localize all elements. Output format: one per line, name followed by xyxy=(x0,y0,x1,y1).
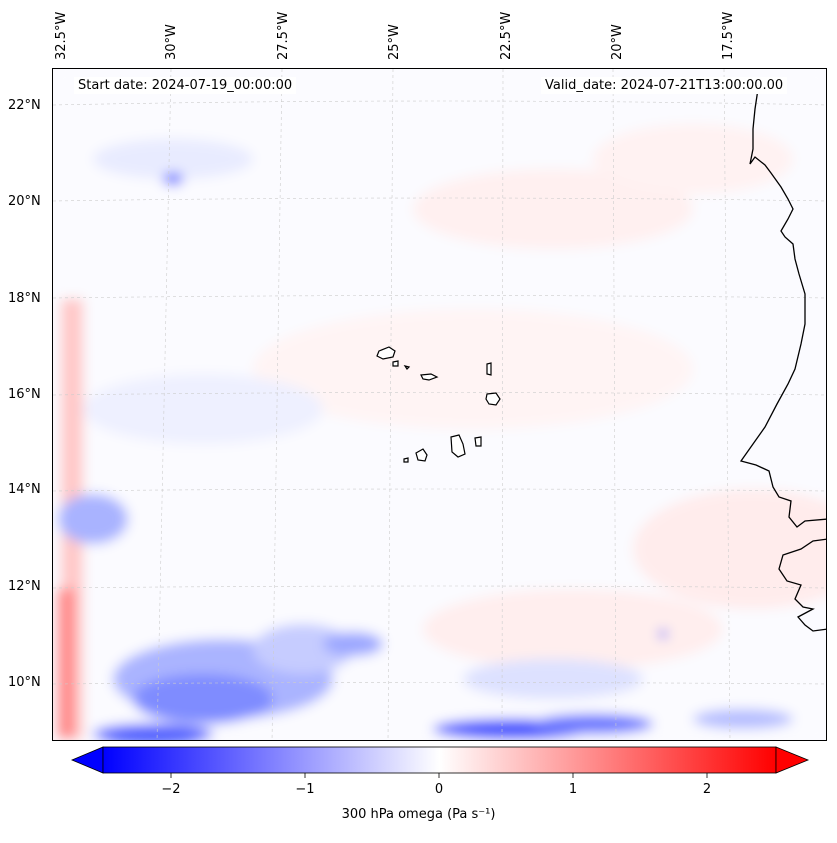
lat-label-12n: 12°N xyxy=(8,579,41,594)
colorbar-svg xyxy=(70,746,810,778)
colorbar-tick-0: 0 xyxy=(434,782,444,797)
lon-label-25w: 25°W xyxy=(387,24,402,60)
graticule xyxy=(53,69,826,740)
colorbar-tick-minus2: −2 xyxy=(161,782,181,797)
lat-label-14n: 14°N xyxy=(8,482,41,497)
lon-label-32-5w: 32.5°W xyxy=(54,11,69,60)
map-panel xyxy=(52,68,827,741)
lat-label-16n: 16°N xyxy=(8,387,41,402)
colorbar-tick-minus1: −1 xyxy=(295,782,315,797)
colorbar-label: 300 hPa omega (Pa s⁻¹) xyxy=(341,807,496,822)
colorbar xyxy=(0,740,837,839)
lon-label-17-5w: 17.5°W xyxy=(721,11,736,60)
colorbar-tick-1: 1 xyxy=(568,782,578,797)
colorbar-extend-low xyxy=(70,746,104,774)
lon-label-22-5w: 22.5°W xyxy=(499,11,514,60)
start-date-label: Start date: 2024-07-19_00:00:00 xyxy=(74,77,297,94)
lat-label-22n: 22°N xyxy=(8,98,41,113)
lon-label-27-5w: 27.5°W xyxy=(276,11,291,60)
african-coastline xyxy=(739,88,826,632)
colorbar-tick-2: 2 xyxy=(702,782,712,797)
omega-field-map xyxy=(53,69,826,740)
cape-verde-islands xyxy=(376,346,501,463)
lon-label-20w: 20°W xyxy=(610,24,625,60)
lat-label-10n: 10°N xyxy=(8,675,41,690)
colorbar-body xyxy=(102,746,777,774)
colorbar-extend-high xyxy=(775,746,810,774)
lon-label-30w: 30°W xyxy=(164,24,179,60)
omega-patches xyxy=(53,69,826,740)
valid-date-label: Valid_date: 2024-07-21T13:00:00.00 xyxy=(541,77,788,94)
lat-label-18n: 18°N xyxy=(8,291,41,306)
lat-label-20n: 20°N xyxy=(8,194,41,209)
